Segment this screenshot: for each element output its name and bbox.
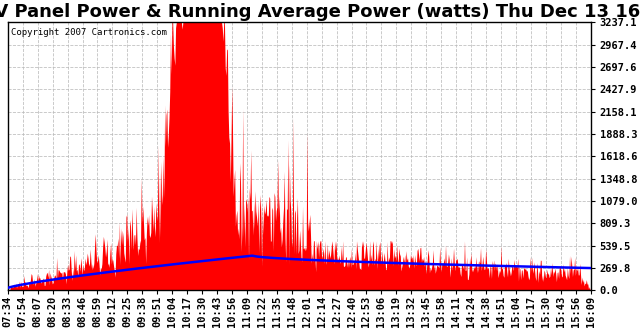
Title: Total PV Panel Power & Running Average Power (watts) Thu Dec 13 16:15: Total PV Panel Power & Running Average P… <box>0 3 640 21</box>
Text: Copyright 2007 Cartronics.com: Copyright 2007 Cartronics.com <box>11 28 166 37</box>
